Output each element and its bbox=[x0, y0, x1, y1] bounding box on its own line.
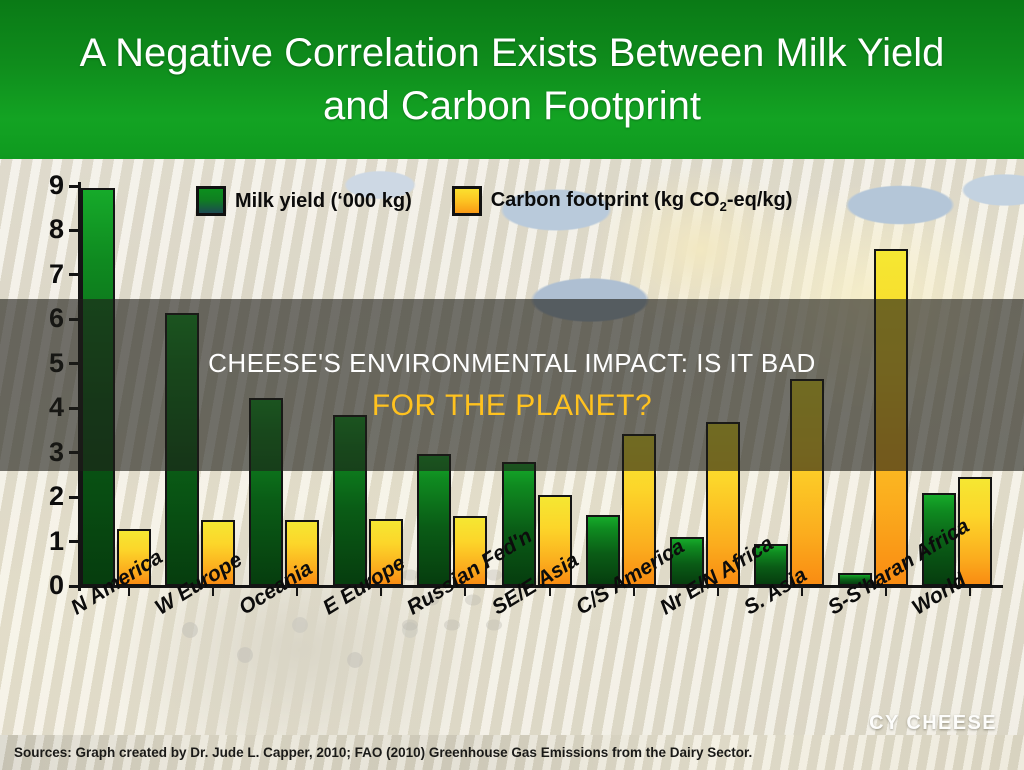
legend-label: Milk yield (‘000 kg) bbox=[235, 189, 412, 212]
x-axis-tick bbox=[716, 586, 719, 596]
chart-legend: Milk yield (‘000 kg) Carbon footprint (kg… bbox=[196, 186, 792, 216]
legend-label: Carbon footprint (kg CO2-eq/kg) bbox=[490, 188, 793, 214]
y-axis-tick-label: 2 bbox=[48, 481, 64, 512]
bar-milk-yield bbox=[585, 514, 620, 586]
bar-milk-yield bbox=[417, 453, 452, 586]
bar-carbon-footprint bbox=[537, 494, 572, 586]
y-axis-tick-label: 9 bbox=[48, 170, 64, 200]
y-axis-tick bbox=[69, 495, 79, 499]
title-banner: A Negative Correlation Exists Between Mi… bbox=[0, 0, 1024, 159]
source-citation: Sources: Graph created by Dr. Jude L. Ca… bbox=[14, 745, 753, 760]
bar-carbon-footprint bbox=[369, 519, 404, 586]
watermark-logo: CY CHEESE bbox=[869, 712, 997, 734]
bar-carbon-footprint bbox=[957, 477, 992, 586]
legend-swatch-carbon-footprint bbox=[451, 186, 482, 216]
x-axis-tick bbox=[884, 586, 887, 596]
y-axis-tick-label: 7 bbox=[48, 258, 64, 289]
x-axis-tick bbox=[800, 586, 803, 596]
bar-milk-yield bbox=[501, 462, 536, 586]
x-axis-tick bbox=[632, 586, 635, 596]
bar-carbon-footprint bbox=[201, 520, 236, 586]
y-axis-tick-label: 1 bbox=[48, 525, 64, 556]
x-axis-line bbox=[77, 585, 1003, 588]
x-axis-tick bbox=[380, 586, 383, 596]
x-axis-tick bbox=[464, 586, 467, 596]
y-axis-tick bbox=[69, 584, 79, 588]
x-axis-tick bbox=[548, 586, 551, 596]
x-axis-tick bbox=[212, 586, 215, 596]
bar-carbon-footprint bbox=[453, 515, 488, 586]
y-axis-tick bbox=[69, 184, 79, 188]
y-axis-tick bbox=[69, 540, 79, 544]
legend-swatch-milk-yield bbox=[196, 186, 226, 216]
bar-carbon-footprint bbox=[285, 520, 320, 586]
bar-milk-yield bbox=[921, 492, 956, 586]
bar-milk-yield bbox=[669, 537, 704, 586]
bar-milk-yield bbox=[753, 543, 788, 586]
bar-milk-yield bbox=[837, 572, 872, 586]
y-axis-tick bbox=[69, 228, 79, 232]
y-axis-tick-label: 0 bbox=[48, 570, 64, 600]
y-axis-tick bbox=[69, 273, 79, 277]
x-axis-tick bbox=[968, 586, 971, 596]
x-axis-tick bbox=[296, 586, 299, 596]
overlay-dim-band bbox=[0, 299, 1024, 471]
legend-item: Milk yield (‘000 kg) bbox=[196, 186, 412, 216]
y-axis-tick-label: 8 bbox=[48, 214, 64, 245]
x-axis-tick bbox=[128, 586, 131, 596]
page-title: A Negative Correlation Exists Between Mi… bbox=[79, 30, 945, 128]
legend-item: Carbon footprint (kg CO2-eq/kg) bbox=[451, 186, 793, 216]
bar-carbon-footprint bbox=[117, 529, 152, 586]
source-footer-bar: Sources: Graph created by Dr. Jude L. Ca… bbox=[0, 735, 1024, 770]
